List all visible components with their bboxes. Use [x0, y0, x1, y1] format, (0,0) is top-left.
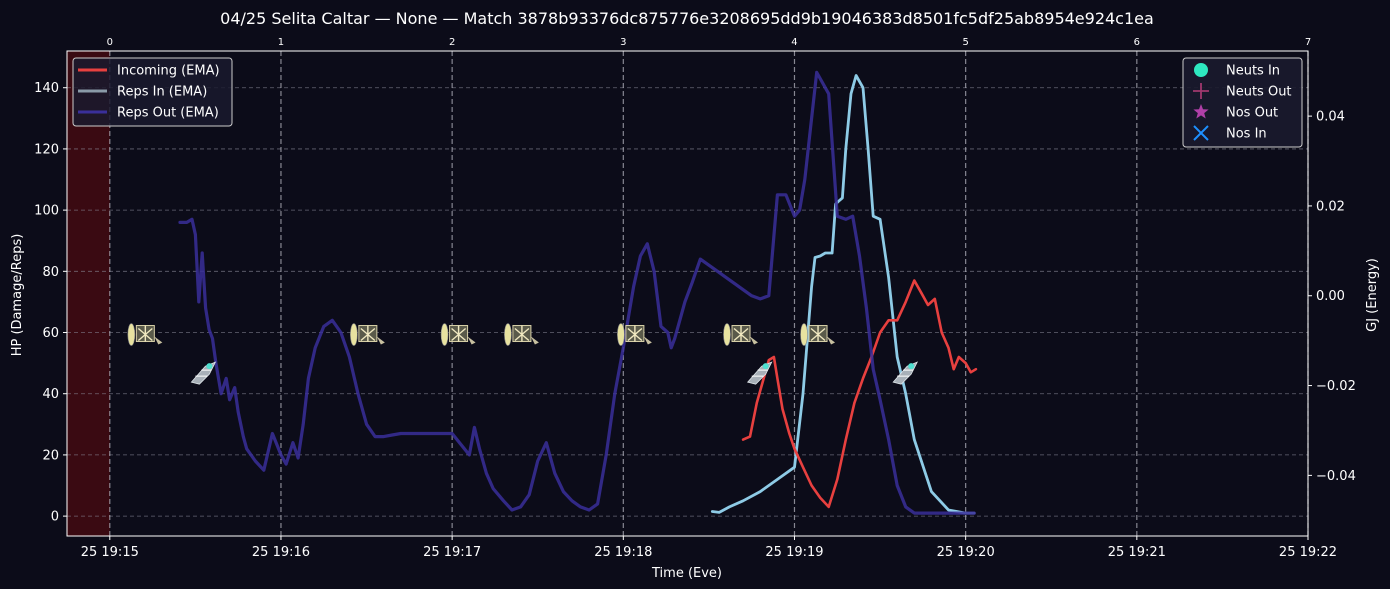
- legend-left-frame: [72, 57, 233, 127]
- y2-tick-label: 0.00: [1316, 289, 1345, 304]
- legend-marker-label: Nos Out: [1226, 106, 1278, 121]
- y-tick-label: 120: [34, 142, 59, 157]
- y-tick-label: 140: [34, 81, 59, 96]
- ship-icon-struts: [360, 325, 376, 342]
- neuts-in-marker: [1194, 63, 1208, 77]
- y-tick-label: 0: [51, 510, 59, 525]
- reps-out-ema-line: [178, 70, 976, 515]
- ship-icon-hull: [440, 323, 449, 346]
- reps-in-ema-line: [710, 74, 976, 515]
- ship-icon: [723, 323, 759, 346]
- ship-icon-hull: [617, 323, 625, 346]
- ship-icons: [127, 323, 919, 385]
- top-tick-label: 0: [107, 37, 113, 48]
- ship-icon-struts: [733, 325, 749, 342]
- ship-icon-struts: [137, 325, 153, 342]
- ship-icon-struts: [514, 325, 530, 342]
- ship-icon-hull: [504, 323, 512, 346]
- ship-icon-hull: [723, 323, 731, 346]
- ship-icon-struts: [810, 325, 826, 342]
- drone-icon-glow: [206, 363, 213, 370]
- x-tick-label: 25 19:21: [1108, 545, 1166, 560]
- drone-icon-detail: [897, 369, 914, 377]
- y-tick-label: 80: [42, 265, 59, 280]
- x-tick-label: 25 19:18: [594, 545, 652, 560]
- ship-icon-fin: [376, 336, 385, 345]
- incoming-ema-line: [741, 279, 978, 509]
- chart-title: 04/25 Selita Caltar — None — Match 3878b…: [220, 9, 1154, 28]
- legend-left: Incoming (EMA) Reps In (EMA) Reps Out (EMA…: [72, 57, 233, 127]
- ship-icon-fin: [530, 336, 539, 345]
- y2-tick-label: 0.04: [1316, 110, 1345, 125]
- x-tick-label: 25 19:17: [423, 545, 481, 560]
- drone-icon: [746, 361, 773, 385]
- drone-icon-detail: [751, 369, 768, 377]
- neuts-out-marker: [1193, 83, 1209, 99]
- y2-tick-label: 0.02: [1316, 199, 1345, 214]
- ship-icon: [350, 323, 385, 346]
- ship-icon: [440, 323, 476, 346]
- ship-icon-hull: [350, 323, 358, 346]
- ship-icon-fin: [154, 336, 163, 345]
- ship-icon: [800, 323, 836, 346]
- nos-out-marker: [1193, 104, 1209, 119]
- y2-tick-label: −0.04: [1316, 469, 1356, 484]
- y2-tick-label: −0.02: [1316, 379, 1356, 394]
- nos-in-marker: [1193, 125, 1209, 141]
- x-tick-label: 25 19:19: [765, 545, 823, 560]
- legend-marker-label: Neuts Out: [1226, 85, 1292, 100]
- legend-label: Reps In (EMA): [117, 85, 207, 100]
- y2-axis-label: GJ (Energy): [1365, 258, 1380, 332]
- ship-icon-struts: [627, 325, 643, 342]
- drone-icon-glow: [908, 363, 915, 370]
- drone-icon: [190, 361, 217, 385]
- legend-label: Reps Out (EMA): [117, 106, 219, 121]
- plot-frame: [66, 50, 1309, 537]
- y-tick-label: 40: [42, 387, 59, 402]
- ship-icon-fin: [750, 336, 759, 345]
- y-tick-label: 20: [42, 448, 59, 463]
- legend-marker-label: Neuts In: [1226, 64, 1280, 79]
- ship-icon-fin: [643, 336, 652, 345]
- ship-icon-hull: [127, 323, 136, 346]
- top-tick-label: 7: [1305, 37, 1311, 48]
- legend-label: Incoming (EMA): [117, 64, 220, 79]
- ship-icon-hull: [800, 323, 808, 346]
- top-tick-label: 3: [620, 37, 626, 48]
- legend-marker-label: Nos In: [1226, 127, 1267, 142]
- ship-icon: [504, 323, 539, 346]
- top-tick-label: 6: [1134, 37, 1140, 48]
- ship-icon-fin: [827, 336, 836, 345]
- ship-icon-fin: [467, 336, 476, 345]
- ship-icon: [127, 323, 163, 346]
- y-axis-label: HP (Damage/Reps): [10, 234, 25, 357]
- plot-area: [66, 50, 1309, 537]
- x-tick-label: 25 19:22: [1279, 545, 1337, 560]
- series-lines: [178, 70, 978, 515]
- top-tick-label: 1: [278, 37, 284, 48]
- drone-icon-detail: [195, 369, 212, 377]
- x-tick-label: 25 19:15: [81, 545, 139, 560]
- x-tick-label: 25 19:20: [937, 545, 995, 560]
- top-tick-label: 4: [791, 37, 797, 48]
- ship-icon: [617, 323, 652, 346]
- x-axis-label: Time (Eve): [651, 566, 722, 581]
- x-tick-label: 25 19:16: [252, 545, 310, 560]
- legend-right: Neuts In Neuts Out Nos Out Nos In: [1182, 57, 1303, 148]
- drone-icon: [892, 361, 919, 385]
- ship-icon-struts: [451, 325, 467, 342]
- y-tick-label: 60: [42, 326, 59, 341]
- y-tick-label: 100: [34, 204, 59, 219]
- drone-icon-glow: [762, 363, 769, 370]
- axes: 0 20 40 60 80 100 120 140 25 19:15 0 25 19:16 1 25 1…: [34, 37, 1356, 560]
- legend-right-frame: [1182, 57, 1303, 148]
- top-tick-label: 5: [962, 37, 968, 48]
- top-tick-label: 2: [449, 37, 455, 48]
